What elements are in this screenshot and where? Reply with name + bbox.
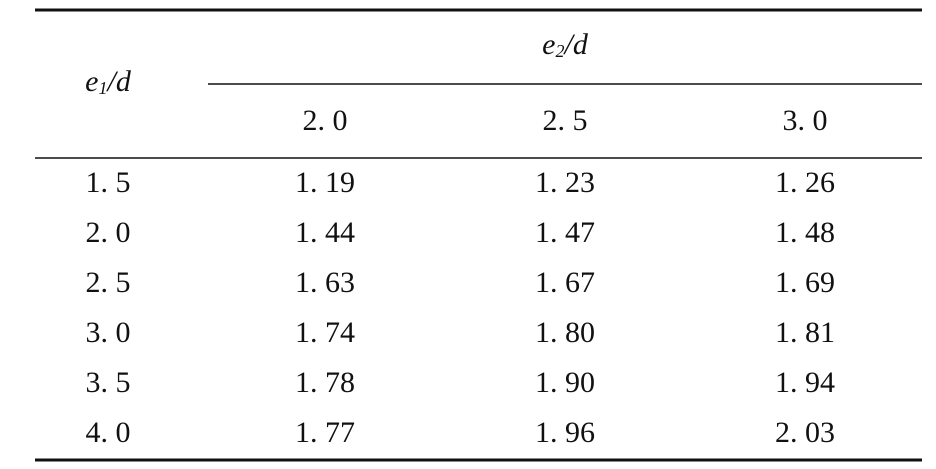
row-label: 1. 5 [86,166,131,199]
row-header-sub: 1 [98,78,107,98]
column-header: 2. 5 [543,104,588,137]
cell: 1. 74 [295,316,355,349]
row-label: 2. 5 [86,266,131,299]
col-group-header-base: e [542,28,555,61]
col-group-header: e2/d [542,28,589,61]
cell: 1. 81 [775,316,835,349]
row-label: 4. 0 [86,416,131,449]
cell: 1. 77 [295,416,355,449]
cell: 1. 47 [535,216,595,249]
row-label: 3. 0 [86,316,131,349]
cell: 1. 69 [775,266,835,299]
cell: 1. 63 [295,266,355,299]
cell: 1. 48 [775,216,835,249]
row-label: 2. 0 [86,216,131,249]
cell: 1. 19 [295,166,355,199]
row-header-base: e [85,65,98,98]
cell: 1. 44 [295,216,355,249]
col-group-header-sub: 2 [555,41,564,61]
row-header: e1/d [85,65,132,98]
cell: 1. 26 [775,166,835,199]
row-header-tail: /d [105,65,131,98]
cell: 1. 90 [535,366,595,399]
cell: 1. 94 [775,366,835,399]
cell: 1. 67 [535,266,595,299]
column-header: 3. 0 [783,104,828,137]
row-label: 3. 5 [86,366,131,399]
column-header: 2. 0 [303,104,348,137]
cell: 1. 96 [535,416,595,449]
cell: 1. 80 [535,316,595,349]
cell: 1. 23 [535,166,595,199]
cell: 2. 03 [775,416,835,449]
col-group-header-tail: /d [562,28,588,61]
cell: 1. 78 [295,366,355,399]
